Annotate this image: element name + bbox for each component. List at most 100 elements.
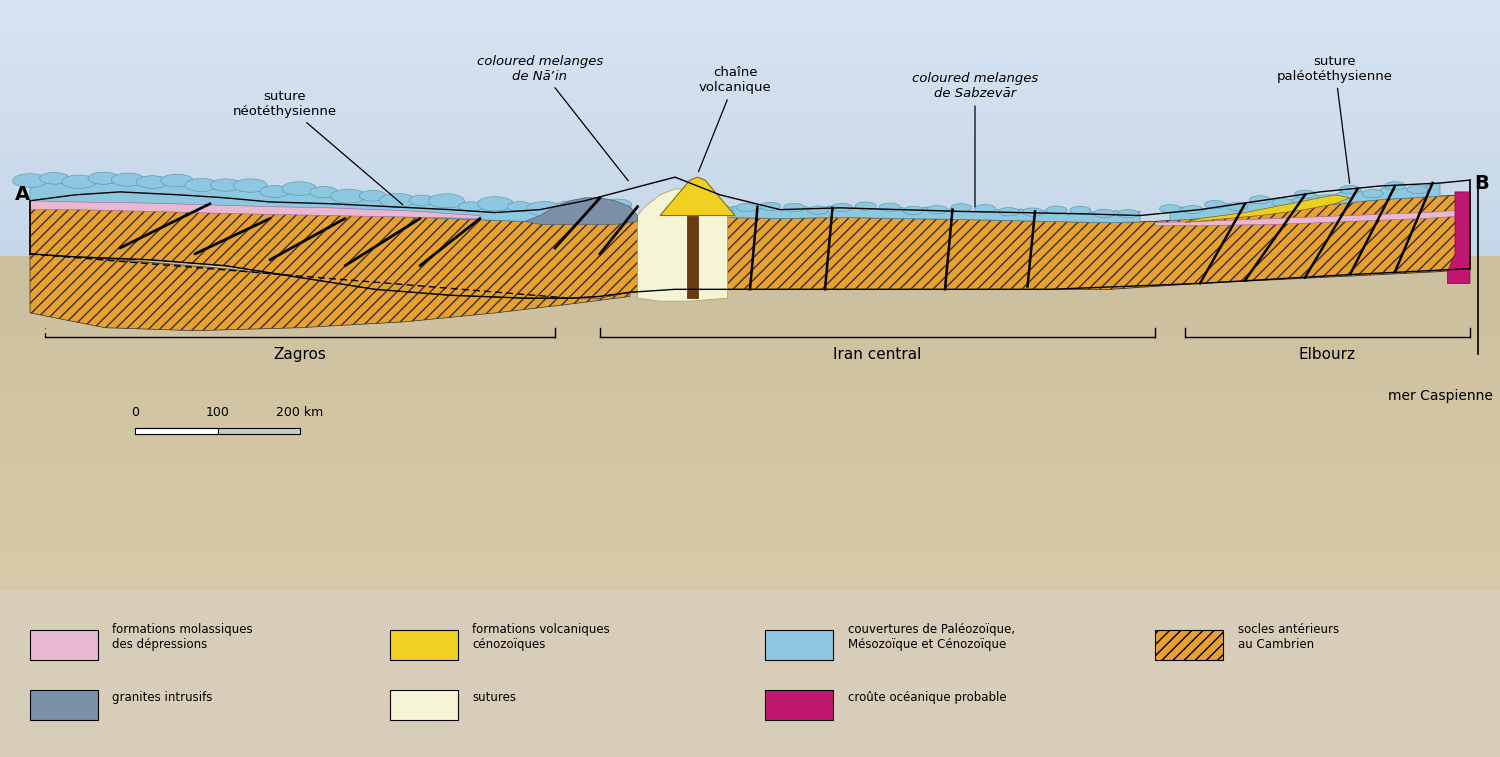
Text: suture
néotéthysienne: suture néotéthysienne: [232, 90, 404, 205]
Bar: [0, 551, 1500, 561]
Bar: [765, 690, 832, 721]
Text: granites intrusifs: granites intrusifs: [112, 690, 213, 703]
Circle shape: [234, 179, 267, 192]
Bar: [390, 690, 458, 721]
Bar: [0, 217, 1500, 226]
Circle shape: [477, 197, 513, 211]
Polygon shape: [1155, 210, 1470, 226]
Text: A: A: [15, 185, 30, 204]
Bar: [0, 403, 1500, 413]
Polygon shape: [675, 204, 1140, 223]
Bar: [0, 266, 1500, 276]
Bar: [0, 315, 1500, 325]
Circle shape: [1118, 210, 1138, 218]
Bar: [0, 157, 1500, 167]
Bar: [0, 443, 1500, 453]
Circle shape: [855, 202, 876, 210]
Circle shape: [1182, 205, 1203, 213]
Bar: [0, 167, 1500, 177]
Circle shape: [760, 202, 782, 210]
Circle shape: [1022, 208, 1042, 217]
Bar: [0, 89, 1500, 98]
Bar: [0, 10, 1500, 20]
Bar: [0, 364, 1500, 374]
Bar: [0, 138, 1500, 148]
Bar: [0, 522, 1500, 531]
Bar: [0, 59, 1500, 69]
Text: B: B: [1474, 173, 1490, 192]
Bar: [0, 30, 1500, 39]
Bar: [0, 561, 1500, 571]
Circle shape: [39, 173, 69, 184]
Circle shape: [160, 174, 194, 187]
Text: 0: 0: [130, 407, 140, 419]
Circle shape: [1317, 195, 1338, 203]
Text: chaîne
volcanique: chaîne volcanique: [699, 67, 771, 172]
Circle shape: [879, 203, 900, 211]
Circle shape: [309, 186, 338, 198]
Circle shape: [807, 206, 828, 214]
Polygon shape: [30, 254, 630, 331]
Bar: [0, 118, 1500, 128]
Circle shape: [1046, 206, 1066, 214]
Circle shape: [330, 189, 366, 203]
Text: croûte océanique probable: croûte océanique probable: [847, 690, 1006, 703]
Circle shape: [12, 173, 48, 188]
Text: socles antérieurs
au Cambrien: socles antérieurs au Cambrien: [1238, 623, 1338, 651]
Bar: [0, 197, 1500, 207]
Bar: [135, 428, 300, 434]
Circle shape: [555, 201, 582, 212]
Circle shape: [603, 199, 632, 210]
Circle shape: [1384, 182, 1406, 190]
Bar: [0, 285, 1500, 295]
Bar: [0, 335, 1500, 344]
Bar: [0, 39, 1500, 49]
Bar: [30, 690, 98, 721]
Bar: [765, 631, 832, 660]
Circle shape: [459, 202, 483, 211]
Circle shape: [1272, 198, 1293, 207]
Bar: [0, 20, 1500, 30]
Circle shape: [999, 207, 1020, 216]
Text: formations molassiques
des dépressions: formations molassiques des dépressions: [112, 623, 254, 651]
Circle shape: [410, 195, 435, 205]
Bar: [0, 256, 1500, 266]
Circle shape: [1407, 185, 1428, 194]
Circle shape: [1070, 207, 1090, 215]
Bar: [0, 69, 1500, 79]
Circle shape: [951, 204, 972, 212]
Bar: [0, 108, 1500, 118]
Bar: [0, 344, 1500, 354]
Circle shape: [526, 201, 562, 216]
Circle shape: [111, 173, 144, 186]
Bar: [0, 246, 1500, 256]
Bar: [390, 631, 458, 660]
Bar: [0, 541, 1500, 551]
Circle shape: [210, 179, 242, 192]
Polygon shape: [1170, 183, 1440, 220]
Circle shape: [975, 204, 996, 213]
Bar: [0, 226, 1500, 236]
Bar: [0, 305, 1500, 315]
Text: 100: 100: [206, 407, 230, 419]
Circle shape: [1094, 209, 1114, 217]
Bar: [0, 236, 1500, 246]
Text: coloured melanges
de Nāʼin: coloured melanges de Nāʼin: [477, 55, 628, 181]
Circle shape: [184, 179, 218, 192]
Polygon shape: [687, 216, 698, 298]
Bar: [0, 453, 1500, 463]
Circle shape: [1204, 201, 1225, 209]
Circle shape: [282, 182, 316, 195]
Text: formations volcaniques
cénozoïques: formations volcaniques cénozoïques: [472, 623, 610, 651]
Bar: [0, 492, 1500, 502]
Circle shape: [358, 190, 387, 201]
Circle shape: [1362, 189, 1383, 198]
Circle shape: [783, 204, 804, 212]
Circle shape: [736, 204, 758, 212]
Circle shape: [1340, 185, 1360, 194]
Bar: [0, 394, 1500, 403]
Bar: [0, 0, 1500, 10]
Polygon shape: [30, 195, 1470, 298]
Bar: [0, 354, 1500, 364]
Bar: [0, 581, 1500, 590]
